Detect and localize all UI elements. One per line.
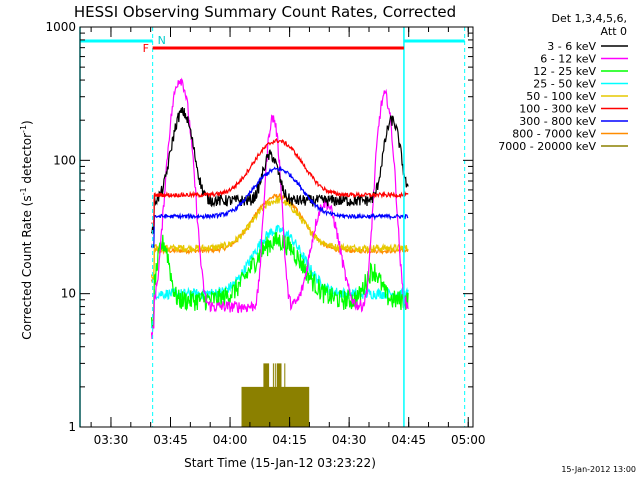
series-line-8: [241, 363, 310, 427]
legend-label: 50 - 100 keV: [526, 90, 596, 103]
legend-label: 3 - 6 keV: [547, 40, 596, 53]
y-tick-label: 100: [53, 153, 76, 167]
x-axis-label: Start Time (15-Jan-12 03:23:22): [184, 456, 376, 470]
series-line-2: [150, 232, 409, 329]
series-line-4: [150, 196, 409, 280]
detector-note-1: Det 1,3,4,5,6,: [551, 12, 627, 25]
y-axis-label-sup2: -1: [19, 125, 28, 133]
y-tick-label: 1000: [45, 20, 76, 34]
axes: 1 10 100 1000 03:30 03:45 04:00 04:15 04:30 04:45…: [45, 20, 485, 447]
legend-label: 12 - 25 keV: [533, 65, 596, 78]
series-line-0: [150, 107, 409, 235]
series-line-6: [150, 165, 409, 249]
flare-label: F: [143, 42, 149, 55]
legend-label: 25 - 50 keV: [533, 78, 596, 91]
y-axis-label-sup1: -1: [19, 187, 28, 195]
date-stamp: 15-Jan-2012 13:00: [561, 465, 636, 474]
chart-title: HESSI Observing Summary Count Rates, Cor…: [74, 3, 456, 21]
legend-label: 7000 - 20000 keV: [498, 140, 596, 153]
plot-frame: [79, 26, 474, 428]
x-tick-label: 03:45: [153, 433, 188, 447]
x-tick-label: 04:15: [272, 433, 307, 447]
plot-area: FN: [79, 27, 466, 427]
detector-note-2: Att 0: [601, 25, 627, 38]
y-tick-label: 10: [61, 287, 76, 301]
x-tick-label: 03:30: [94, 433, 129, 447]
y-tick-label: 1: [68, 420, 76, 434]
night-label: N: [158, 34, 166, 47]
legend-label: 100 - 300 keV: [519, 103, 596, 116]
series-line-5: [151, 137, 409, 228]
x-tick-label: 04:00: [213, 433, 248, 447]
x-tick-label: 04:30: [332, 433, 367, 447]
legend-label: 800 - 7000 keV: [512, 128, 596, 141]
y-axis-label: Corrected Count Rate (s-1 detector-1): [19, 120, 34, 339]
y-axis-label-end: ): [20, 120, 34, 125]
x-tick-label: 05:00: [451, 433, 486, 447]
y-axis-label-mid: detector: [20, 133, 34, 188]
y-axis-label-main: Corrected Count Rate (s: [20, 195, 34, 339]
legend-label: 300 - 800 keV: [519, 115, 596, 128]
x-tick-label: 04:45: [391, 433, 426, 447]
legend-label: 6 - 12 keV: [540, 53, 596, 66]
